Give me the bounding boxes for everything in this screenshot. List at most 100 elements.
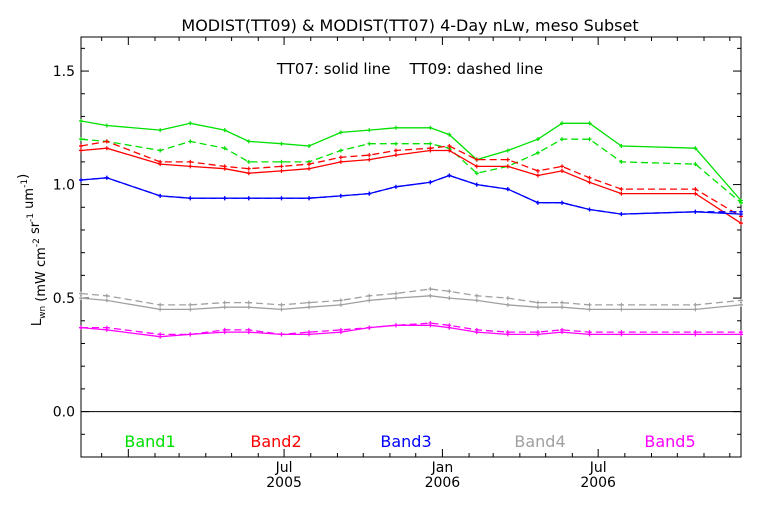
legend: Band1 Band2 Band3 Band4 Band5	[124, 432, 695, 451]
data-point-band2-tt07	[246, 171, 251, 176]
data-point-band4-tt07	[79, 296, 83, 301]
data-point-band4-tt07	[338, 302, 343, 307]
data-point-band5-tt09	[338, 327, 343, 332]
data-point-band2-tt09	[393, 148, 398, 153]
data-point-band3-tt09	[188, 196, 193, 201]
data-point-band1-tt09	[560, 137, 565, 142]
legend-item-band4: Band4	[514, 432, 565, 451]
data-point-band2-tt09	[367, 153, 372, 158]
data-point-band4-tt07	[474, 298, 479, 303]
data-point-band2-tt09	[79, 143, 83, 148]
data-point-band3-tt09	[104, 175, 109, 180]
data-point-band5-tt09	[619, 330, 624, 335]
data-point-band4-tt09	[447, 289, 452, 294]
data-point-band2-tt09	[505, 157, 510, 162]
x-tick-month-label: Jul	[275, 460, 293, 476]
data-point-band5-tt09	[246, 327, 251, 332]
data-point-band4-tt09	[188, 302, 193, 307]
data-point-band2-tt09	[560, 164, 565, 169]
data-point-band3-tt09	[474, 182, 479, 187]
plot-frame	[80, 36, 742, 458]
data-point-band3-tt09	[560, 200, 565, 205]
data-point-band1-tt09	[693, 162, 698, 167]
data-point-band4-tt07	[246, 305, 251, 310]
data-point-band1-tt07	[367, 128, 372, 133]
data-point-band5-tt09	[447, 323, 452, 328]
data-point-band1-tt09	[587, 137, 592, 142]
data-point-band1-tt07	[428, 125, 433, 130]
data-point-band4-tt07	[535, 305, 540, 310]
data-point-band2-tt09	[279, 164, 284, 169]
data-point-band1-tt07	[104, 123, 109, 128]
data-point-band1-tt07	[560, 121, 565, 126]
y-axis-label: Lwn (mW cm-2 sr-1 um-1)	[16, 174, 49, 326]
data-point-band4-tt07	[367, 298, 372, 303]
data-point-band2-tt07	[367, 157, 372, 162]
data-point-band2-tt09	[338, 155, 343, 160]
data-point-band2-tt07	[447, 148, 452, 153]
data-point-band1-tt09	[246, 159, 251, 164]
data-point-band1-tt07	[307, 143, 312, 148]
data-point-band4-tt07	[393, 296, 398, 301]
data-point-band5-tt09	[279, 332, 284, 337]
y-tick-label: 0.0	[53, 405, 75, 421]
data-point-band3-tt09	[428, 180, 433, 185]
data-point-band4-tt07	[560, 305, 565, 310]
data-point-band2-tt07	[619, 191, 624, 196]
data-point-band2-tt09	[307, 162, 312, 167]
data-point-band1-tt07	[447, 132, 452, 137]
data-point-band5-tt09	[104, 325, 109, 330]
series-layer	[79, 119, 743, 339]
data-point-band1-tt09	[393, 141, 398, 146]
legend-item-band3: Band3	[380, 432, 431, 451]
data-point-band1-tt07	[587, 121, 592, 126]
y-axis-label-text: Lwn (mW cm-2 sr-1 um-1)	[16, 174, 49, 326]
data-point-band2-tt09	[158, 159, 163, 164]
data-point-band1-tt07	[535, 137, 540, 142]
data-point-band4-tt07	[279, 307, 284, 312]
data-point-band3-tt09	[739, 209, 743, 214]
data-point-band2-tt07	[739, 221, 743, 226]
data-point-band4-tt09	[587, 302, 592, 307]
data-point-band4-tt09	[739, 298, 743, 303]
data-point-band4-tt09	[693, 302, 698, 307]
data-point-band3-tt09	[338, 193, 343, 198]
data-point-band5-tt09	[79, 325, 83, 330]
data-point-band3-tt09	[505, 187, 510, 192]
data-point-band2-tt09	[222, 164, 227, 169]
data-point-band4-tt07	[104, 298, 109, 303]
legend-item-band2: Band2	[250, 432, 301, 451]
data-point-band1-tt09	[474, 171, 479, 176]
data-point-band4-tt07	[587, 307, 592, 312]
data-point-band4-tt09	[505, 296, 510, 301]
series-line-band4-tt07	[80, 295, 742, 311]
data-point-band5-tt09	[474, 327, 479, 332]
series-line-band3-tt07	[80, 174, 742, 215]
data-point-band3-tt09	[279, 196, 284, 201]
data-point-band5-tt09	[560, 327, 565, 332]
x-tick-month-label: Jul	[589, 460, 607, 476]
x-tick-month-label: Jan	[431, 460, 454, 476]
data-point-band4-tt07	[693, 307, 698, 312]
data-point-band5-tt09	[222, 327, 227, 332]
x-tick-year-label: 2006	[580, 475, 616, 491]
data-point-band2-tt09	[619, 187, 624, 192]
data-point-band3-tt09	[79, 178, 83, 183]
data-point-band2-tt09	[693, 187, 698, 192]
data-point-band4-tt09	[393, 291, 398, 296]
data-point-band1-tt07	[246, 139, 251, 144]
data-point-band1-tt09	[158, 148, 163, 153]
data-point-band4-tt07	[222, 305, 227, 310]
data-point-band4-tt09	[474, 293, 479, 298]
data-point-band5-tt09	[158, 332, 163, 337]
data-point-band3-tt09	[222, 196, 227, 201]
data-point-band4-tt09	[158, 302, 163, 307]
data-point-band1-tt07	[222, 128, 227, 133]
data-point-band2-tt07	[693, 191, 698, 196]
data-point-band2-tt07	[338, 159, 343, 164]
data-point-band5-tt09	[505, 330, 510, 335]
data-point-band2-tt07	[104, 146, 109, 151]
data-point-band5-tt09	[393, 323, 398, 328]
legend-item-band1: Band1	[124, 432, 175, 451]
